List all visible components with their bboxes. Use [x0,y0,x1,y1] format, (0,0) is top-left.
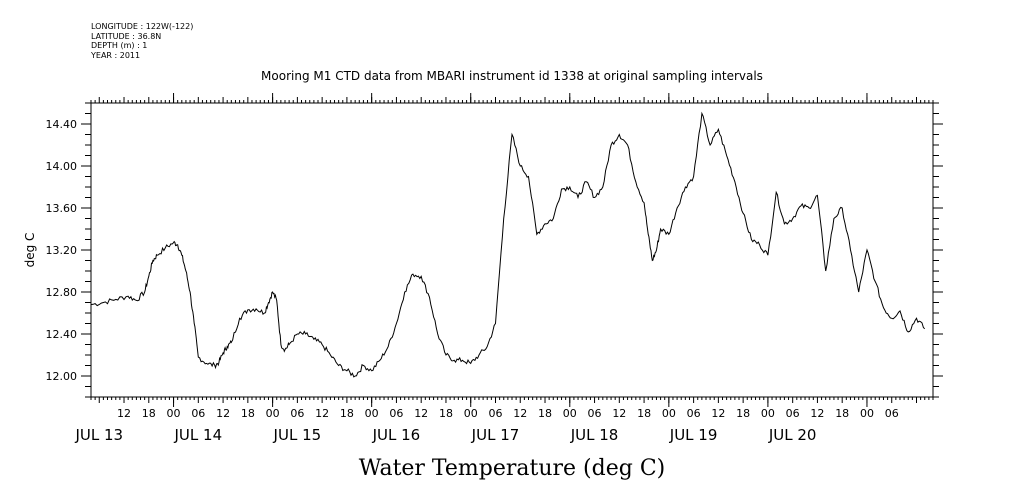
x-hour-tick-label: 18 [439,407,453,420]
x-hour-tick-label: 06 [290,407,304,420]
x-hour-tick-label: 18 [340,407,354,420]
x-hour-tick-label: 18 [241,407,255,420]
x-day-label: JUL 19 [669,426,718,444]
x-hour-tick-label: 12 [612,407,626,420]
x-hour-tick-label: 00 [860,407,874,420]
x-hour-tick-label: 06 [885,407,899,420]
series-layer [90,111,926,378]
x-axis-label: Water Temperature (deg C) [359,456,666,481]
y-tick-label: 14.00 [46,160,78,173]
x-hour-tick-label: 00 [662,407,676,420]
y-tick-label: 13.60 [46,202,78,215]
x-hour-tick-label: 18 [736,407,750,420]
x-hour-tick-label: 00 [365,407,379,420]
y-tick-label: 13.20 [46,244,78,257]
x-hour-tick-label: 12 [810,407,824,420]
x-hour-tick-label: 06 [687,407,701,420]
chart-title: Mooring M1 CTD data from MBARI instrumen… [261,69,763,83]
x-day-label: JUL 17 [471,426,520,444]
x-hour-tick-label: 06 [786,407,800,420]
series-line-temperature [90,111,926,378]
y-axis-label: deg C [23,233,37,268]
x-hour-tick-label: 12 [513,407,527,420]
x-hour-tick-label: 12 [315,407,329,420]
x-hour-tick-label: 18 [142,407,156,420]
x-hour-tick-label: 12 [414,407,428,420]
x-hour-tick-label: 06 [389,407,403,420]
x-hour-tick-label: 18 [538,407,552,420]
x-hour-tick-label: 06 [588,407,602,420]
x-hour-tick-label: 12 [711,407,725,420]
x-hour-tick-label: 00 [464,407,478,420]
x-hour-tick-label: 00 [761,407,775,420]
depth-label: DEPTH (m) : 1 [91,41,148,50]
x-day-label: JUL 18 [570,426,619,444]
longitude-label: LONGITUDE : 122W(-122) [91,22,194,31]
y-tick-label: 12.80 [46,286,78,299]
y-tick-label: 12.00 [46,370,78,383]
x-hour-tick-label: 18 [637,407,651,420]
y-axis: 12.00 12.40 12.80 13.20 13.60 14.00 14.40 [46,102,943,398]
x-hour-tick-label: 06 [488,407,502,420]
y-tick-label: 14.40 [46,118,78,131]
year-label: YEAR : 2011 [91,50,141,60]
plot-frame [90,102,934,398]
x-hour-tick-label: 18 [835,407,849,420]
x-day-label: JUL 15 [273,426,322,444]
x-day-label: JUL 16 [372,426,421,444]
x-hour-tick-label: 12 [216,407,230,420]
x-hour-tick-label: 00 [167,407,181,420]
x-hour-tick-label: 00 [266,407,280,420]
x-hour-tick-label: 12 [117,407,131,420]
x-day-label: JUL 14 [174,426,223,444]
metadata-block: LONGITUDE : 122W(-122) LATITUDE : 36.8N … [91,22,193,60]
y-tick-label: 12.40 [46,328,78,341]
x-day-label: JUL 13 [74,426,123,444]
x-hour-tick-label: 00 [563,407,577,420]
x-axis: 12 18 00 06 12 18 00 06 12 18 00 06 12 18 00 06 12 18 00 06… [74,93,934,444]
x-hour-tick-label: 06 [191,407,205,420]
latitude-label: LATITUDE : 36.8N [91,31,162,41]
x-day-label: JUL 20 [768,426,817,444]
